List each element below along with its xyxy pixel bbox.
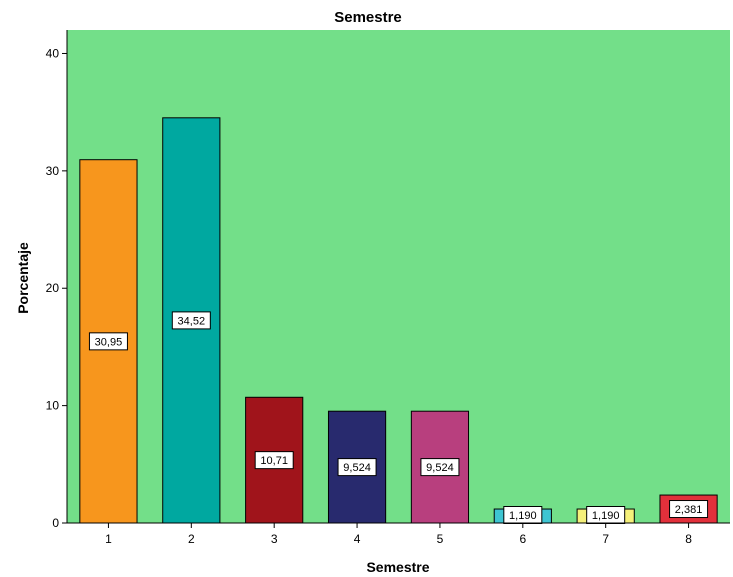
x-tick-label: 5 (437, 532, 444, 546)
chart-title: Semestre (334, 9, 402, 26)
bars-group: 30,95 34,52 10,71 9,524 9,524 1,190 1,190 2,381 (79, 117, 718, 524)
x-ticks-group: 1 2 3 4 5 6 7 8 (105, 523, 692, 546)
data-label-box (254, 451, 294, 470)
x-tick-label: 4 (354, 532, 361, 546)
y-tick-label: 0 (52, 516, 59, 530)
data-label-box (171, 311, 211, 330)
x-tick-label: 3 (271, 532, 278, 546)
data-label: 34,52 (178, 315, 206, 327)
data-label: 9,524 (343, 462, 371, 474)
data-label: 1,190 (509, 510, 537, 522)
y-axis-label: Porcentaje (15, 242, 31, 314)
x-tick-label: 7 (602, 532, 609, 546)
x-tick-label: 1 (105, 532, 112, 546)
y-tick-label: 40 (46, 46, 60, 60)
data-label: 10,71 (260, 455, 288, 467)
y-tick-label: 20 (46, 281, 60, 295)
x-tick-label: 8 (685, 532, 692, 546)
x-axis-label: Semestre (366, 559, 429, 575)
x-tick-label: 2 (188, 532, 195, 546)
data-label-box (669, 500, 709, 519)
y-tick-label: 30 (46, 164, 60, 178)
y-ticks-group: 0 10 20 30 40 (46, 46, 67, 530)
data-label: 1,190 (592, 510, 620, 522)
data-label-box (420, 458, 460, 477)
data-label-box (88, 332, 128, 351)
y-tick-label: 10 (46, 399, 60, 413)
data-label: 2,381 (675, 504, 703, 516)
data-label: 30,95 (95, 336, 123, 348)
data-label: 9,524 (426, 462, 454, 474)
data-label-box (337, 458, 377, 477)
x-tick-label: 6 (519, 532, 526, 546)
